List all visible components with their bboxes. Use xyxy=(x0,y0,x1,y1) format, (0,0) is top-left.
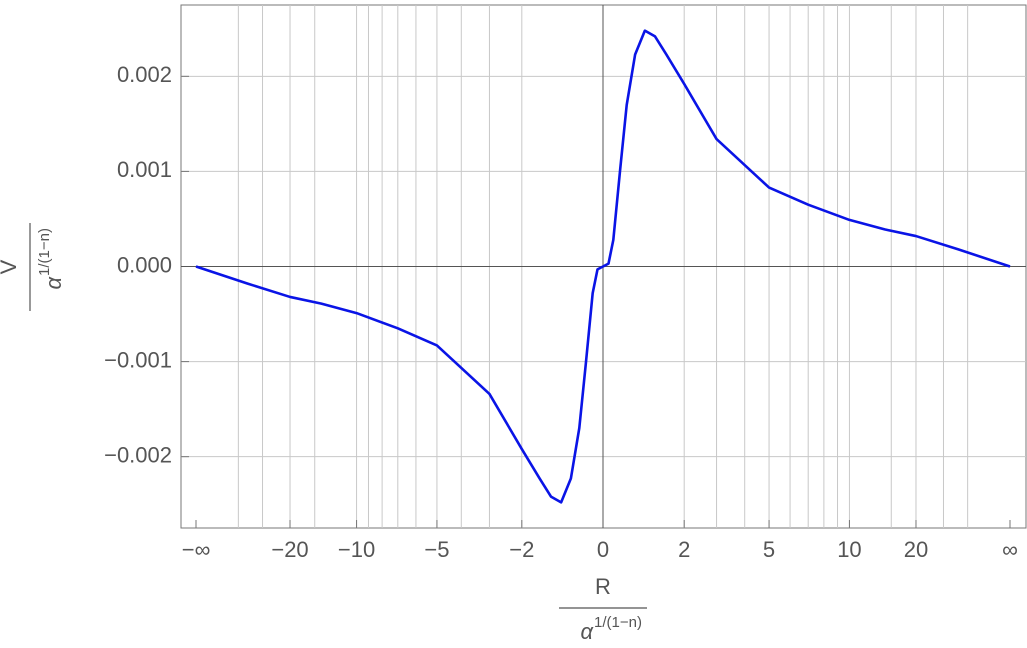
y-tick-label: 0.000 xyxy=(117,252,172,277)
axis-label: Vα1/(1−n) xyxy=(0,223,66,311)
x-tick-label: 2 xyxy=(678,537,690,562)
x-tick-label: −20 xyxy=(271,537,308,562)
axis-label-base: α xyxy=(41,276,66,290)
x-tick-label: 20 xyxy=(904,537,928,562)
axis-label-exponent: 1/(1−n) xyxy=(36,228,53,276)
x-tick-label: ∞ xyxy=(1002,537,1018,562)
axis-label-base: α xyxy=(580,619,594,644)
curve xyxy=(195,29,1011,504)
y-tick-label: 0.001 xyxy=(117,157,172,182)
y-tick-label: 0.002 xyxy=(117,62,172,87)
y-tick-label: −0.001 xyxy=(104,347,172,372)
axis-label-numerator: R xyxy=(595,574,611,599)
x-tick-label: −2 xyxy=(509,537,534,562)
axis-label-numerator: V xyxy=(0,259,21,274)
x-tick-label: −5 xyxy=(424,537,449,562)
x-tick-label: 0 xyxy=(597,537,609,562)
x-tick-label: 10 xyxy=(837,537,861,562)
y-tick-label: −0.002 xyxy=(104,442,172,467)
axis-label: Rα 1/(1−n) xyxy=(559,574,647,644)
axis-label-exponent: 1/(1−n) xyxy=(594,614,642,631)
x-tick-label: 5 xyxy=(763,537,775,562)
x-tick-label: −10 xyxy=(338,537,375,562)
x-tick-label: −∞ xyxy=(182,537,211,562)
